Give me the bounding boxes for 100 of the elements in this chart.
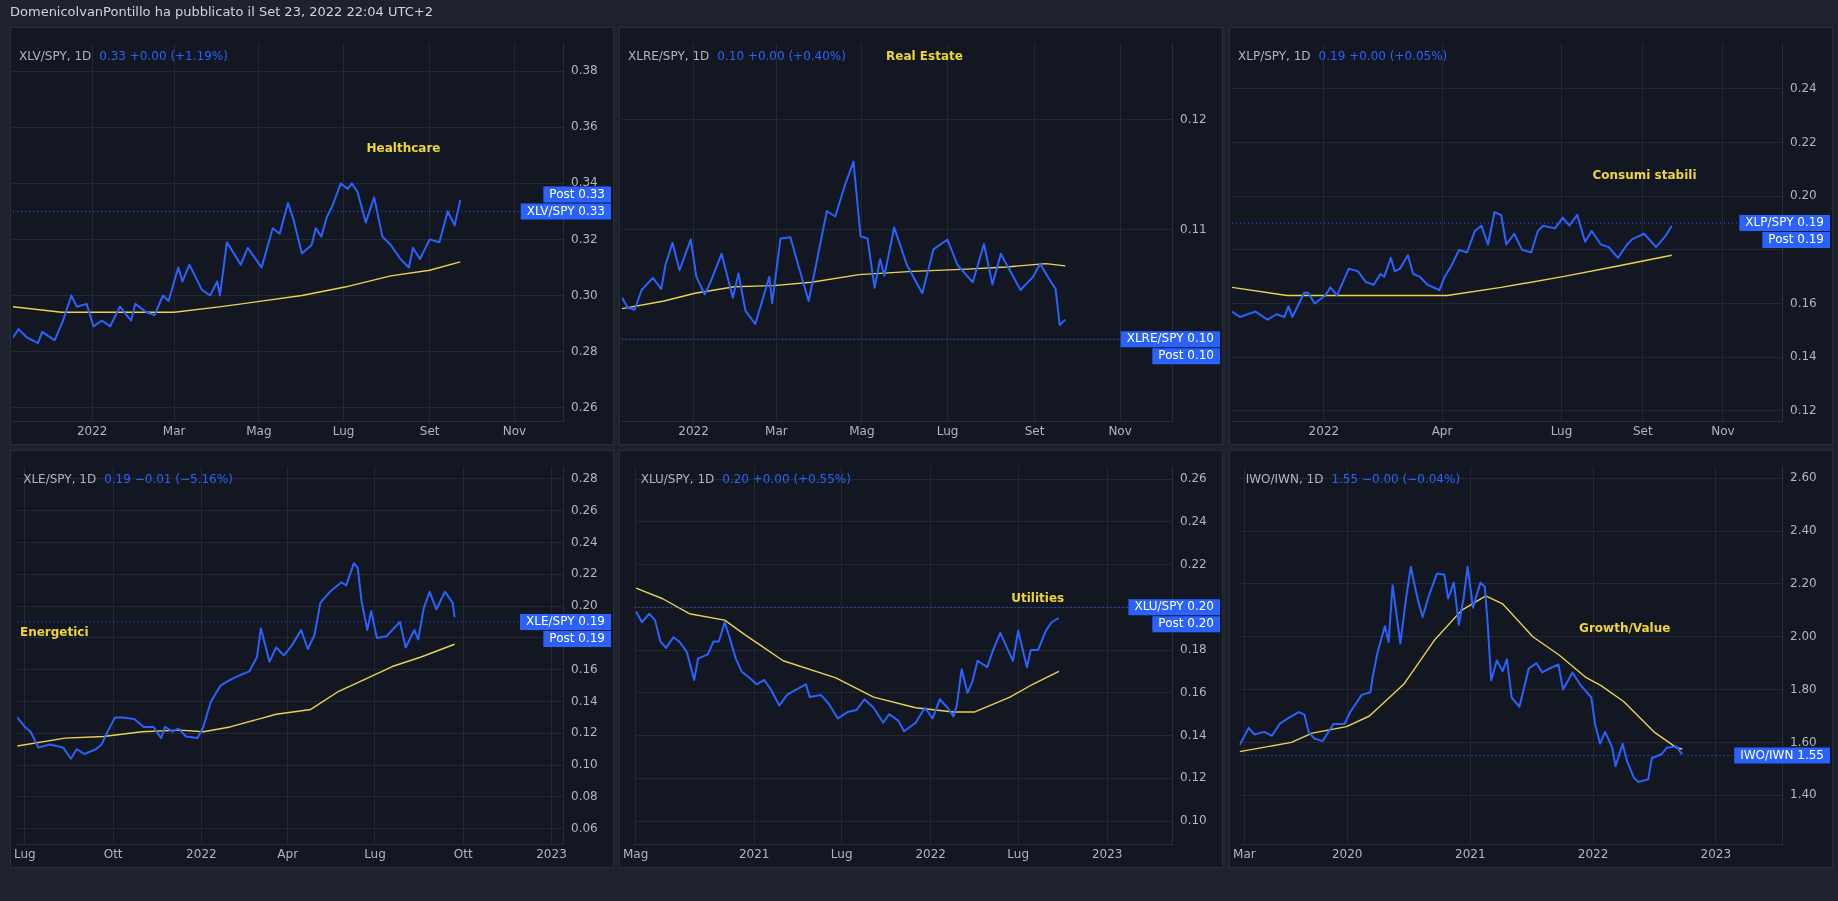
text: XLE/SPY, 1D xyxy=(23,472,97,487)
x-tick-label: Lug xyxy=(332,423,355,438)
ref-line-label: XLE/SPY 0.19 xyxy=(526,614,605,629)
y-tick-label: 0.16 xyxy=(571,661,598,676)
text: XLP/SPY, 1D xyxy=(1238,49,1311,64)
annotation: Energetici xyxy=(19,624,89,639)
text: 0.33 +0.00 (+1.19%) xyxy=(99,49,228,64)
ref-line-label: XLRE/SPY 0.10 xyxy=(1126,331,1214,346)
y-tick-label: 0.20 xyxy=(571,598,598,613)
x-tick-label: Set xyxy=(1024,423,1045,438)
y-tick-label: 0.24 xyxy=(571,534,598,549)
annotation: Utilities xyxy=(1011,590,1065,605)
y-tick-label: 0.26 xyxy=(1180,471,1207,486)
y-tick-label: 0.30 xyxy=(571,287,598,302)
x-tick-label: Ott xyxy=(103,846,123,861)
x-tick-label: 2022 xyxy=(186,846,217,861)
x-tick-label: 2023 xyxy=(1091,846,1123,861)
x-tick-label: Lug xyxy=(14,846,36,861)
y-tick-label: 0.24 xyxy=(1180,513,1207,528)
y-tick-label: 0.36 xyxy=(571,119,598,134)
ref-line-label: XLU/SPY 0.20 xyxy=(1134,599,1214,614)
y-tick-label: 0.14 xyxy=(571,693,598,708)
ref-line-label: XLP/SPY 0.19 xyxy=(1745,215,1824,230)
text: XLU/SPY, 1D xyxy=(640,472,715,487)
y-tick-label: 0.14 xyxy=(1180,727,1207,742)
x-tick-label: Nov xyxy=(1711,423,1735,438)
y-tick-label: 0.08 xyxy=(571,789,598,804)
x-tick-label: Apr xyxy=(277,846,299,861)
y-tick-label: 0.26 xyxy=(571,399,598,414)
x-tick-label: Lug xyxy=(830,846,853,861)
y-tick-label: 0.38 xyxy=(571,63,598,78)
annotation: Growth/Value xyxy=(1579,621,1671,636)
y-tick-label: 0.10 xyxy=(571,757,598,772)
y-tick-label: 0.14 xyxy=(1790,349,1817,364)
x-tick-label: Mag xyxy=(849,423,875,438)
x-tick-label: Mag xyxy=(246,423,272,438)
text: 0.10 +0.00 (+0.40%) xyxy=(717,49,846,64)
y-tick-label: 1.40 xyxy=(1790,787,1817,802)
x-tick-label: Mag xyxy=(623,846,649,861)
annotation: Consumi stabili xyxy=(1592,167,1697,182)
y-tick-label: 0.24 xyxy=(1790,80,1817,95)
x-tick-label: Apr xyxy=(1431,423,1453,438)
x-tick-label: 2021 xyxy=(738,846,770,861)
y-tick-label: 0.16 xyxy=(1790,295,1817,310)
y-tick-label: 0.28 xyxy=(571,343,598,358)
x-tick-label: 2020 xyxy=(1331,846,1363,861)
x-tick-label: Mar xyxy=(1233,846,1256,861)
x-tick-label: 2022 xyxy=(76,423,108,438)
y-tick-label: 0.10 xyxy=(1180,813,1207,828)
ref-line-label: XLV/SPY 0.33 xyxy=(526,203,605,218)
x-tick-label: Ott xyxy=(453,846,473,861)
text: IWO/IWN, 1D xyxy=(1245,472,1324,487)
x-tick-label: 2022 xyxy=(678,423,709,438)
x-tick-label: 2022 xyxy=(915,846,946,861)
text: XLRE/SPY, 1D xyxy=(628,49,710,64)
x-tick-label: Set xyxy=(1633,423,1653,438)
x-tick-label: 2022 xyxy=(1577,846,1609,861)
y-tick-label: 0.12 xyxy=(571,725,598,740)
x-tick-label: Set xyxy=(419,423,440,438)
x-tick-label: 2023 xyxy=(1700,846,1732,861)
y-tick-label: 0.16 xyxy=(1180,684,1207,699)
y-tick-label: 2.60 xyxy=(1790,470,1817,485)
annotation: Healthcare xyxy=(366,141,441,156)
y-tick-label: 0.12 xyxy=(1180,770,1207,785)
text: 0.20 +0.00 (+0.55%) xyxy=(722,472,851,487)
x-tick-label: 2023 xyxy=(536,846,567,861)
y-tick-label: 0.12 xyxy=(1790,402,1817,417)
y-tick-label: 0.22 xyxy=(1180,556,1207,571)
annotation: Post 0.19 xyxy=(549,631,605,646)
x-tick-label: 2021 xyxy=(1455,846,1486,861)
x-tick-label: Lug xyxy=(1007,846,1030,861)
y-tick-label: 0.18 xyxy=(1180,642,1207,657)
y-tick-label: 0.22 xyxy=(1790,134,1817,149)
x-tick-label: Mar xyxy=(765,423,788,438)
text: 0.19 −0.01 (−5.16%) xyxy=(104,472,233,487)
text: XLV/SPY, 1D xyxy=(19,49,92,64)
x-tick-label: Nov xyxy=(502,423,527,438)
x-tick-label: Lug xyxy=(936,423,959,438)
y-tick-label: 2.40 xyxy=(1790,523,1817,538)
text: 1.55 −0.00 (−0.04%) xyxy=(1331,472,1461,487)
text: DomenicolvanPontillo ha pubblicato il Set 23, 2022 22:04 UTC+2 xyxy=(10,4,433,19)
x-tick-label: Lug xyxy=(364,846,386,861)
annotation: Post 0.10 xyxy=(1158,348,1214,363)
annotation: Post 0.19 xyxy=(1768,232,1824,247)
y-tick-label: 0.20 xyxy=(1790,188,1817,203)
x-tick-label: Lug xyxy=(1550,423,1573,438)
ref-line-label: IWO/IWN 1.55 xyxy=(1740,747,1824,762)
y-tick-label: 2.00 xyxy=(1790,628,1817,643)
y-tick-label: 0.22 xyxy=(571,566,598,581)
x-tick-label: 2022 xyxy=(1308,423,1340,438)
y-tick-label: 0.12 xyxy=(1180,112,1207,127)
annotation: Real Estate xyxy=(886,48,963,63)
y-tick-label: 0.28 xyxy=(571,471,598,486)
y-tick-label: 1.60 xyxy=(1790,734,1817,749)
text: 0.19 +0.00 (+0.05%) xyxy=(1318,49,1448,64)
y-tick-label: 0.06 xyxy=(571,820,598,835)
annotation: Post 0.20 xyxy=(1158,616,1214,631)
x-tick-label: Mar xyxy=(162,423,186,438)
y-tick-label: 0.32 xyxy=(571,231,598,246)
y-tick-label: 0.11 xyxy=(1180,221,1207,236)
